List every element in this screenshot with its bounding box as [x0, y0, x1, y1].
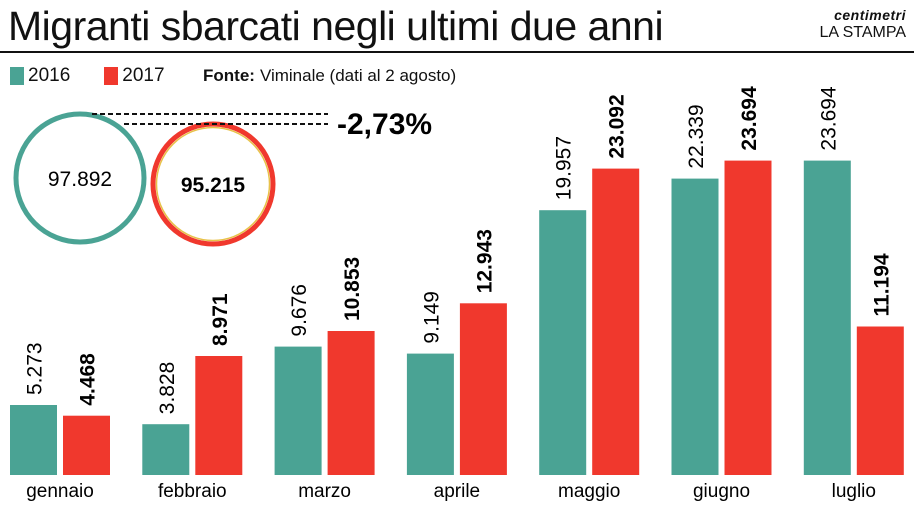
bar-label-2016-aprile: 9.149 — [420, 291, 443, 344]
bar-label-2017-gennaio: 4.468 — [77, 353, 100, 406]
source-note: Fonte: Viminale (dati al 2 agosto) — [203, 66, 456, 86]
legend-item-2017: 2017 — [104, 65, 165, 86]
source-label: Fonte: — [203, 66, 255, 85]
category-label-gennaio: gennaio — [26, 481, 94, 502]
legend-label-2016: 2016 — [28, 65, 71, 86]
bar-label-2016-luglio: 23.694 — [817, 86, 840, 151]
bar-2017-febbraio — [195, 356, 243, 475]
bar-2016-luglio — [803, 160, 851, 475]
title-rule — [0, 51, 914, 53]
total-label-2016: 97.892 — [48, 168, 112, 191]
bar-label-2017-marzo: 10.853 — [341, 257, 364, 321]
total-circle-2016 — [13, 111, 147, 245]
bar-label-2016-febbraio: 3.828 — [156, 362, 179, 415]
bar-2016-gennaio — [10, 405, 57, 475]
category-label-maggio: maggio — [558, 481, 620, 502]
category-label-giugno: giugno — [693, 481, 750, 502]
bar-2016-maggio — [539, 210, 587, 475]
bar-2016-marzo — [274, 346, 322, 475]
bar-label-2016-gennaio: 5.273 — [24, 342, 47, 395]
bar-label-2016-giugno: 22.339 — [685, 104, 708, 168]
change-label: -2,73% — [337, 108, 432, 141]
bar-2017-marzo — [327, 331, 375, 475]
chart-legend: 2016 2017 — [10, 66, 199, 86]
bar-2016-febbraio — [142, 424, 190, 475]
brand-publisher: LA STAMPA — [819, 24, 906, 41]
bar-label-2017-luglio: 11.194 — [870, 253, 893, 316]
bars-group — [10, 160, 904, 475]
bar-2016-giugno — [671, 178, 719, 475]
category-label-luglio: luglio — [832, 481, 876, 502]
legend-swatch-2016 — [10, 67, 24, 85]
bar-label-2016-maggio: 19.957 — [553, 136, 576, 200]
bar-2017-luglio — [856, 326, 904, 475]
bar-label-2017-giugno: 23.694 — [738, 86, 761, 151]
bar-2017-aprile — [459, 303, 507, 475]
bar-label-2017-febbraio: 8.971 — [209, 293, 232, 346]
bar-2017-giugno — [724, 160, 772, 475]
legend-item-2016: 2016 — [10, 66, 70, 86]
category-label-marzo: marzo — [298, 481, 351, 502]
bar-2017-gennaio — [63, 415, 110, 475]
bar-2016-aprile — [406, 353, 454, 475]
chart-title: Migranti sbarcati negli ultimi due anni — [8, 3, 664, 49]
brand-name: centimetri — [834, 7, 906, 23]
legend-label-2017: 2017 — [122, 65, 165, 86]
bar-2017-maggio — [592, 168, 640, 475]
category-label-aprile: aprile — [434, 481, 480, 502]
brand-logo: centimetri LA STAMPA — [819, 8, 906, 41]
source-text: Viminale (dati al 2 agosto) — [259, 66, 457, 85]
bar-label-2016-marzo: 9.676 — [288, 284, 311, 337]
category-label-febbraio: febbraio — [158, 481, 227, 502]
bar-labels-group: 5.273 4.468 3.828 8.971 9.676 10.853 9.149 12.9… — [24, 86, 894, 414]
category-labels-group: gennaio febbraio marzo aprile maggio giugno lu… — [26, 481, 876, 502]
total-circle-2017-inner — [155, 126, 271, 242]
bar-label-2017-maggio: 23.092 — [606, 94, 629, 158]
total-label-2017: 95.215 — [181, 174, 246, 197]
legend-swatch-2017 — [104, 67, 119, 85]
bar-label-2017-aprile: 12.943 — [473, 229, 496, 293]
